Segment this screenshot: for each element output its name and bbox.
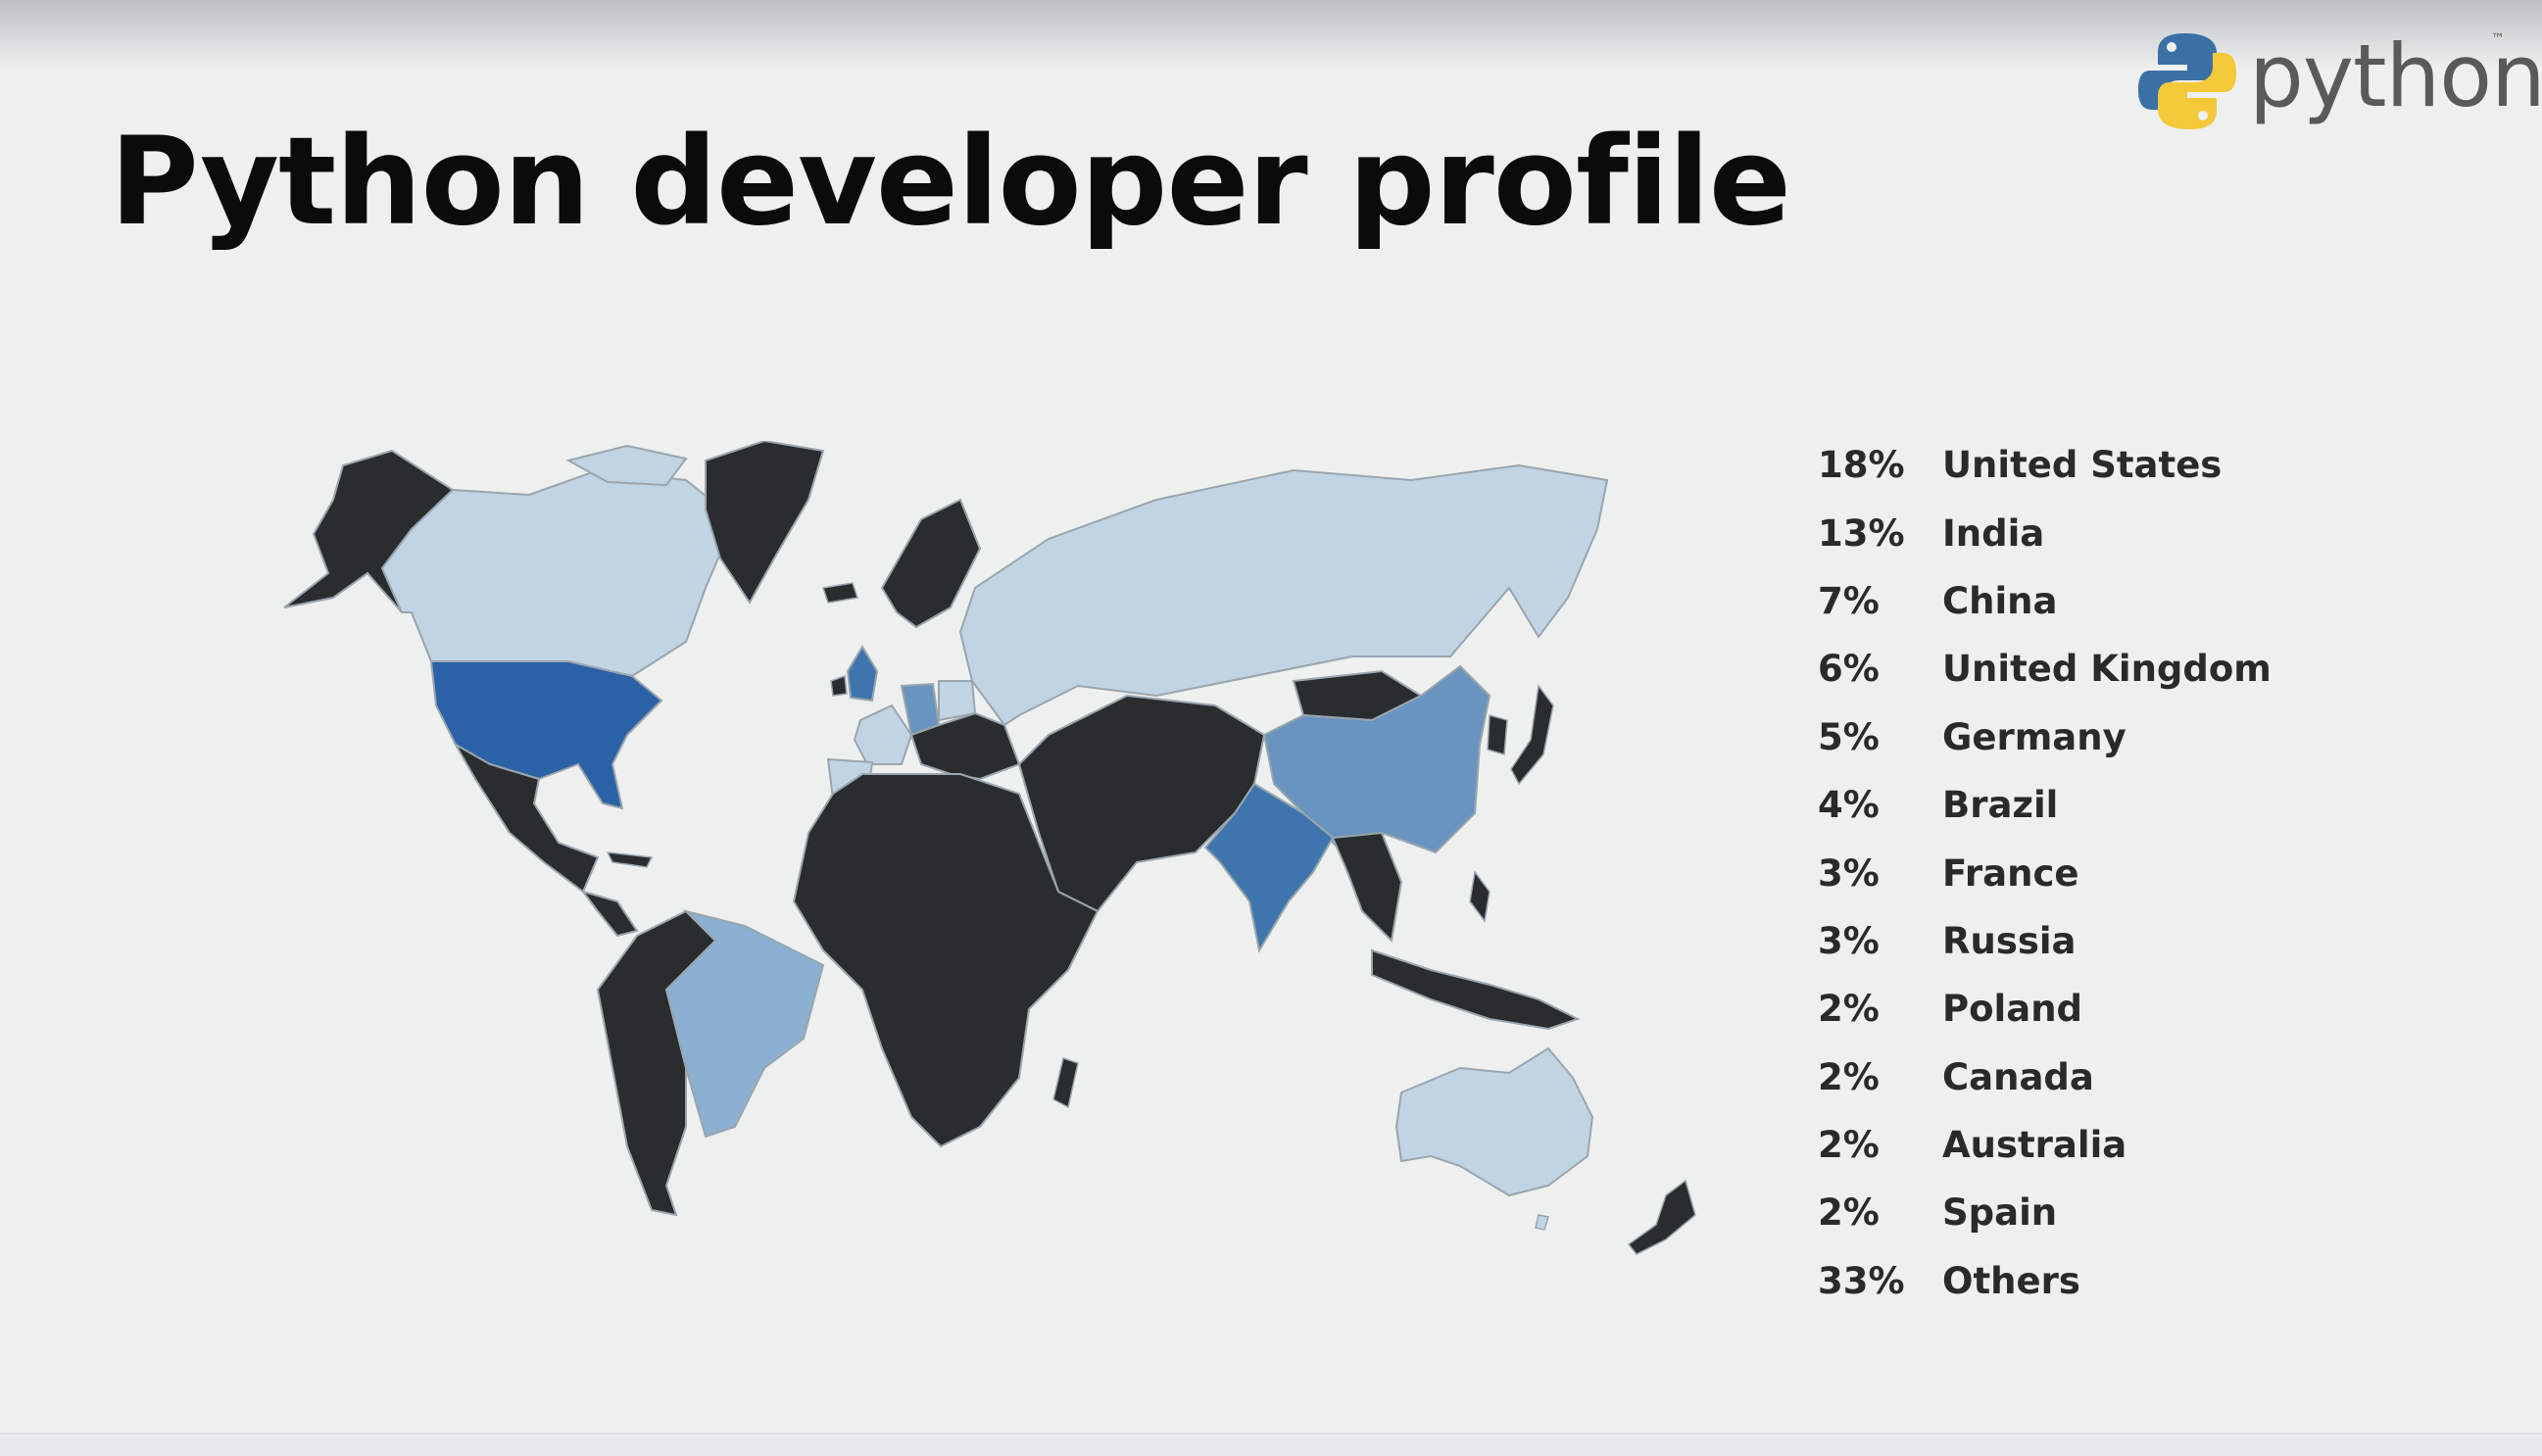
legend-percent: 2%: [1818, 1055, 1880, 1098]
bottom-edge: [0, 1432, 2542, 1456]
logo-trademark: ™: [2491, 31, 2505, 47]
scandinavia: [880, 498, 982, 629]
legend-row-australia: 2% Australia: [1818, 1111, 2272, 1179]
new-zealand: [1627, 1179, 1696, 1255]
legend-row-spain: 2% Spain: [1818, 1179, 2272, 1246]
legend-row-poland: 2% Poland: [1818, 975, 2272, 1043]
russia: [958, 463, 1609, 727]
indonesia: [1371, 948, 1581, 1031]
legend-country: Canada: [1942, 1055, 2094, 1098]
ireland: [830, 674, 848, 697]
legend-percent: 3%: [1818, 919, 1880, 962]
legend-row-russia: 3% Russia: [1818, 907, 2272, 975]
legend-row-brazil: 4% Brazil: [1818, 771, 2272, 839]
legend-country: Germany: [1942, 715, 2126, 758]
central-asia-middle-east: [1017, 694, 1266, 913]
madagascar: [1052, 1057, 1079, 1109]
united-states: [429, 660, 663, 810]
mexico: [453, 742, 600, 894]
canada-arctic-islands: [565, 444, 688, 487]
legend-row-france: 3% France: [1818, 839, 2272, 906]
caribbean: [606, 851, 654, 868]
legend-percent: 6%: [1818, 648, 1880, 691]
southeast-asia: [1331, 831, 1403, 944]
country-share-legend: 18% United States 13% India 7% China 6% …: [1818, 431, 2272, 1315]
legend-country: Spain: [1942, 1191, 2058, 1235]
legend-country: United States: [1942, 444, 2223, 487]
legend-percent: 33%: [1818, 1259, 1905, 1302]
korea: [1487, 714, 1508, 755]
legend-country: Russia: [1942, 919, 2077, 962]
legend-country: India: [1942, 511, 2045, 555]
legend-row-china: 7% China: [1818, 567, 2272, 635]
legend-country: Poland: [1942, 988, 2083, 1031]
slide-title: Python developer profile: [110, 112, 1791, 253]
legend-row-canada: 2% Canada: [1818, 1043, 2272, 1111]
philippines: [1469, 870, 1491, 923]
india: [1203, 782, 1335, 953]
python-snakes-icon: [2138, 33, 2236, 129]
legend-country: France: [1942, 851, 2079, 895]
tasmania: [1535, 1214, 1549, 1231]
legend-percent: 3%: [1818, 851, 1880, 895]
brazil: [664, 909, 825, 1139]
legend-row-india: 13% India: [1818, 499, 2272, 566]
greenland: [705, 441, 825, 605]
legend-country: Brazil: [1942, 784, 2059, 827]
python-logo: python ™: [2136, 27, 2542, 135]
legend-row-germany: 5% Germany: [1818, 704, 2272, 771]
iceland: [822, 582, 858, 604]
legend-percent: 2%: [1818, 1124, 1880, 1167]
legend-percent: 13%: [1818, 511, 1905, 555]
legend-percent: 2%: [1818, 1191, 1880, 1235]
legend-country: United Kingdom: [1942, 648, 2272, 691]
logo-wordmark: python: [2249, 25, 2542, 126]
central-america: [580, 890, 639, 938]
australia: [1394, 1046, 1594, 1197]
legend-percent: 5%: [1818, 715, 1880, 758]
france: [853, 704, 913, 765]
africa: [792, 773, 1100, 1148]
united-kingdom: [846, 645, 879, 703]
legend-percent: 18%: [1818, 444, 1905, 487]
legend-percent: 2%: [1818, 988, 1880, 1031]
legend-row-united-kingdom: 6% United Kingdom: [1818, 635, 2272, 703]
legend-percent: 7%: [1818, 579, 1880, 622]
legend-country: Others: [1942, 1259, 2080, 1302]
top-shading: [0, 0, 2542, 69]
legend-country: Australia: [1942, 1124, 2127, 1167]
world-map: [283, 441, 1696, 1255]
legend-country: China: [1942, 579, 2058, 622]
japan: [1510, 684, 1554, 786]
legend-row-united-states: 18% United States: [1818, 431, 2272, 499]
legend-percent: 4%: [1818, 784, 1880, 827]
legend-row-others: 33% Others: [1818, 1247, 2272, 1315]
